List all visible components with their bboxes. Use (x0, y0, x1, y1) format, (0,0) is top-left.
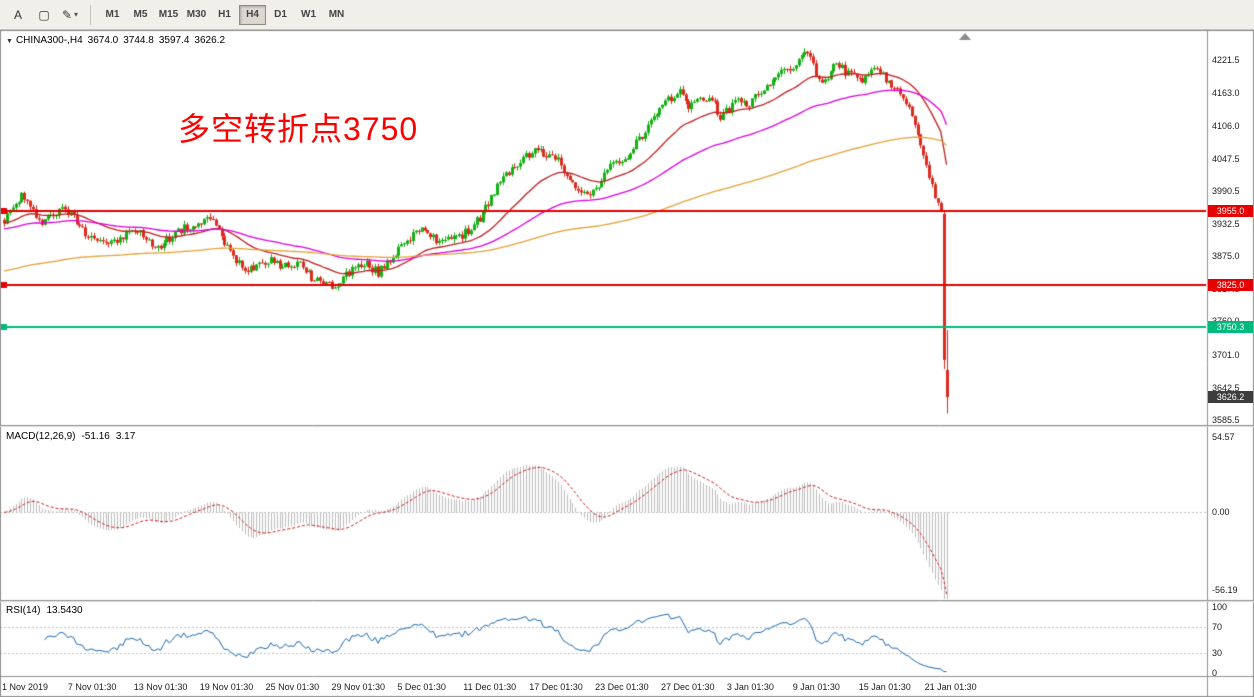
ohlc-high: 3744.8 (123, 35, 154, 46)
text-tool-button[interactable]: ▢ (32, 4, 56, 26)
timeframe-button-m30[interactable]: M30 (183, 5, 210, 25)
pencil-icon: ✎ (61, 7, 73, 22)
chevron-down-icon: ▾ (74, 10, 79, 19)
macd-histogram-value: -51.16 (81, 431, 110, 442)
macd-label: MACD(12,26,9) -51.16 3.17 (6, 431, 141, 442)
chart-window: ▼ CHINA300-,H4 3674.0 3744.8 3597.4 3626.2 多空… (0, 30, 1254, 697)
rsi-value: 13.5430 (46, 605, 83, 616)
timeframe-button-m5[interactable]: M5 (127, 5, 154, 25)
timeframe-button-h1[interactable]: H1 (211, 5, 238, 25)
timeframe-button-m1[interactable]: M1 (99, 5, 126, 25)
rsi-label: RSI(14) 13.5430 (6, 605, 89, 616)
toolbar-separator (90, 4, 91, 25)
toolbar: A ▢ ✎ ▾ M1 M5 M15 M30 H1 H4 D1 W1 MN (0, 0, 1254, 30)
drawing-tools-button[interactable]: ✎ ▾ (58, 4, 82, 26)
chart-canvas[interactable] (0, 30, 1254, 697)
ohlc-close: 3626.2 (194, 35, 226, 46)
timeframe-button-w1[interactable]: W1 (295, 5, 322, 25)
chart-annotation[interactable]: 多空转折点3750 (178, 111, 419, 147)
chart-ohlc-header: ▼ CHINA300-,H4 3674.0 3744.8 3597.4 3626.2 (6, 35, 230, 46)
timeframe-button-d1[interactable]: D1 (267, 5, 294, 25)
ohlc-low: 3597.4 (158, 35, 190, 46)
symbol-dropdown-icon[interactable]: ▼ (6, 38, 13, 45)
ohlc-open: 3674.0 (87, 35, 119, 46)
text-tool-icon: ▢ (38, 7, 50, 22)
timeframe-button-group: M1 M5 M15 M30 H1 H4 D1 W1 MN (99, 4, 350, 25)
timeframe-button-mn[interactable]: MN (323, 5, 350, 25)
macd-signal-value: 3.17 (115, 431, 136, 442)
cursor-tool-button[interactable]: A (6, 4, 30, 26)
macd-title: MACD(12,26,9) (6, 431, 76, 442)
cursor-tool-icon: A (13, 7, 22, 22)
timeframe-button-m15[interactable]: M15 (155, 5, 182, 25)
rsi-title: RSI(14) (6, 605, 41, 616)
timeframe-button-h4[interactable]: H4 (239, 4, 266, 25)
symbol-title: CHINA300-,H4 (15, 35, 83, 46)
